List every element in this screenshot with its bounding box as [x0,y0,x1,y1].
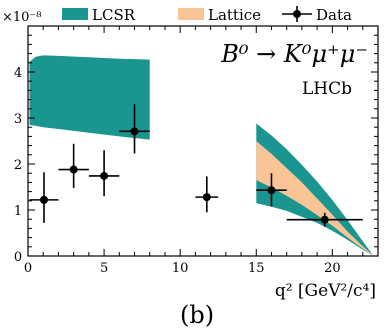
data-points [29,104,363,227]
legend-label-data: Data [316,6,352,24]
annotations: B⁰ → K⁰μ⁺μ⁻ LHCb [220,40,368,99]
lcsr-band-high-q2 [256,123,372,256]
experiment-label: LHCb [302,79,352,99]
y-multiplier: ×10⁻⁸ [2,10,42,25]
decay-title: B⁰ → K⁰μ⁺μ⁻ [220,40,368,68]
y-tick-label: 3 [14,112,22,127]
legend-label-lattice: Lattice [208,6,261,24]
x-tick-label: 15 [248,261,265,276]
x-tick-label: 0 [24,261,32,276]
x-tick-label: 5 [100,261,108,276]
data-point-6 [320,215,329,224]
x-tick-label: 10 [172,261,189,276]
data-point-1 [69,165,78,174]
legend-marker-data [293,10,301,18]
legend-label-lcsr: LCSR [92,6,136,24]
axes: 0 5 10 15 20 0 1 2 3 4 ×10⁻⁸ q² [GeV²/c⁴] [2,10,379,301]
data-point-0 [39,195,48,204]
lattice-band [256,141,372,256]
theory-bands [29,55,372,256]
x-tick-label: 20 [324,261,341,276]
x-axis-label: q² [GeV²/c⁴] [275,281,376,301]
y-tick-label: 0 [14,250,22,265]
y-tick-label: 4 [14,66,22,81]
data-point-3 [130,127,139,136]
y-tick-label: 2 [14,158,22,173]
y-tick-label: 1 [14,204,22,219]
legend: LCSR Lattice Data [62,6,352,24]
lcsr-band-low-q2 [29,55,150,140]
plot-frame [27,25,379,257]
legend-swatch-lattice [178,8,204,20]
data-point-2 [100,171,109,180]
panel-label: (b) [180,301,215,329]
legend-swatch-lcsr [62,8,88,20]
data-point-4 [202,193,211,202]
data-point-5 [267,186,276,195]
